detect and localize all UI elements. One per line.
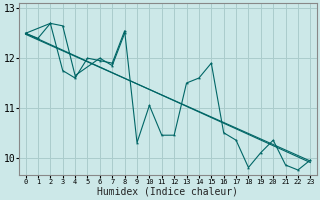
X-axis label: Humidex (Indice chaleur): Humidex (Indice chaleur) (98, 187, 238, 197)
